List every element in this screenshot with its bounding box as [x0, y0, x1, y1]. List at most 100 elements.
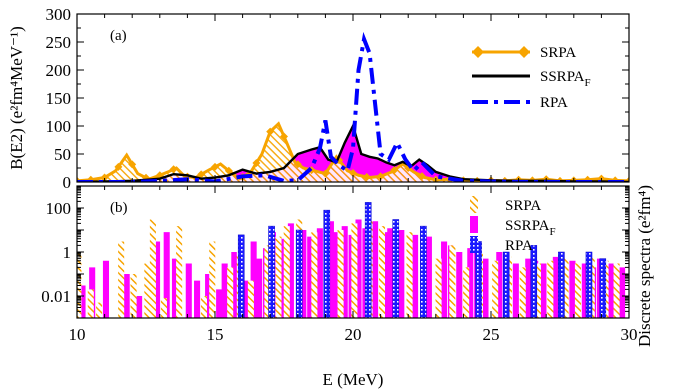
panel-b-label: (b)	[110, 200, 128, 216]
srpa-bar	[96, 302, 103, 318]
srpa-bar	[463, 267, 470, 318]
y-tick-label-b: 1	[63, 243, 72, 262]
srpa-bar	[406, 232, 413, 318]
legend-rpa-label: RPA	[540, 95, 568, 111]
y-axis-label-a: B(E2) (e²fm⁴MeV⁻¹)	[7, 26, 26, 170]
ssrpa-bar	[171, 258, 179, 318]
legend-srpa-label: SRPA	[540, 45, 576, 61]
x-tick-label: 20	[345, 325, 362, 344]
rpa-bar	[558, 251, 565, 318]
ssrpa-bar	[221, 263, 228, 318]
srpa-bar	[144, 263, 151, 318]
y-tick-label-a: 250	[46, 33, 72, 52]
srpa-bar	[311, 232, 318, 318]
srpa-bar	[247, 280, 254, 318]
ssrpa-bar	[327, 221, 334, 318]
srpa-bar	[149, 219, 156, 318]
srpa-marker	[197, 170, 206, 179]
srpa-marker	[390, 165, 399, 174]
srpa-marker	[418, 172, 426, 181]
ssrpa-bar	[136, 296, 143, 318]
rpa-bar	[599, 258, 607, 318]
legend-a: SRPA SSRPAF RPA	[472, 45, 591, 111]
y-tick-label-a: 0	[63, 173, 72, 192]
srpa-bar	[209, 241, 216, 318]
ssrpa-bar	[425, 236, 432, 318]
ssrpa-bar	[569, 260, 576, 318]
ssrpa-bar	[102, 260, 110, 318]
rpa-bar	[268, 225, 275, 318]
srpa-marker	[211, 162, 219, 171]
ssrpa-bar	[619, 267, 626, 318]
x-axis-label: E (MeV)	[323, 370, 384, 389]
rpa-bar	[585, 251, 593, 318]
y-tick-label-a: 150	[46, 89, 72, 108]
srpa-bar	[118, 241, 125, 318]
srpa-bar	[378, 226, 386, 318]
ssrpa-bar	[307, 236, 314, 318]
srpa-bar	[449, 245, 456, 318]
srpa-marker	[293, 160, 302, 169]
ssrpa-bar	[552, 256, 559, 318]
ssrpa-bar	[163, 232, 170, 318]
ssrpa-bar	[185, 263, 192, 318]
srpa-bar	[337, 230, 344, 318]
legend-srpa-swatch	[470, 196, 478, 213]
srpa-bar	[130, 274, 137, 318]
legend-ssrpa-label-b: SSRPAF	[505, 218, 556, 238]
ssrpa-bar	[316, 228, 323, 318]
ssrpa-bar	[456, 252, 463, 318]
legend-rpa-label-b: RPA	[505, 238, 533, 254]
srpa-bar	[562, 258, 569, 318]
srpa-bar	[534, 263, 541, 318]
srpa-marker	[349, 169, 357, 178]
y-axis-label-b: Discrete spectra (e²fm⁴)	[635, 185, 654, 347]
srpa-marker	[376, 172, 385, 181]
srpa-bar	[351, 223, 358, 318]
ssrpa-bar	[231, 252, 238, 318]
rpa-bar	[323, 209, 331, 318]
ssrpa-bar	[216, 289, 223, 318]
ssrpa-bar	[256, 258, 263, 318]
srpa-marker	[280, 132, 288, 141]
srpa-bar	[227, 267, 234, 318]
rpa-bar	[392, 219, 400, 318]
srpa-bar	[547, 260, 554, 318]
srpa-bar	[264, 245, 271, 318]
rpa-bar	[502, 251, 510, 318]
srpa-bar	[275, 236, 282, 318]
ssrpa-bar	[355, 219, 362, 318]
ssrpa-bar	[372, 221, 379, 318]
srpa-bar	[160, 298, 167, 318]
ssrpa-bar	[123, 274, 130, 318]
legend-ssrpa-label: SSRPAF	[540, 69, 591, 89]
ssrpa-bar	[412, 234, 419, 318]
srpa-marker	[114, 162, 123, 171]
panel-a-label: (a)	[110, 28, 127, 44]
ssrpa-bar	[467, 248, 474, 318]
ssrpa-bar	[279, 238, 286, 318]
rpa-bar	[420, 225, 427, 318]
srpa-marker	[100, 173, 109, 182]
srpa-marker	[169, 165, 178, 174]
ssrpa-bar	[243, 280, 250, 318]
srpa-bar	[574, 263, 581, 318]
ssrpa-bar	[398, 230, 405, 318]
srpa-bar	[519, 267, 526, 318]
rpa-line	[77, 31, 629, 182]
ssrpa-bar	[250, 241, 257, 318]
ssrpa-bar	[154, 241, 161, 318]
ssrpa-bar	[496, 252, 503, 318]
ssrpa-bar	[194, 280, 201, 318]
srpa-marker	[224, 166, 233, 175]
ssrpa-bar	[300, 230, 307, 318]
srpa-marker	[321, 169, 330, 178]
y-tick-label-b: 0.01	[41, 287, 71, 306]
ssrpa-bar	[525, 258, 532, 318]
srpa-bar	[77, 252, 82, 318]
ssrpa-bar	[608, 263, 615, 318]
ssrpa-bar	[79, 285, 86, 318]
y-tick-label-a: 300	[46, 5, 72, 24]
